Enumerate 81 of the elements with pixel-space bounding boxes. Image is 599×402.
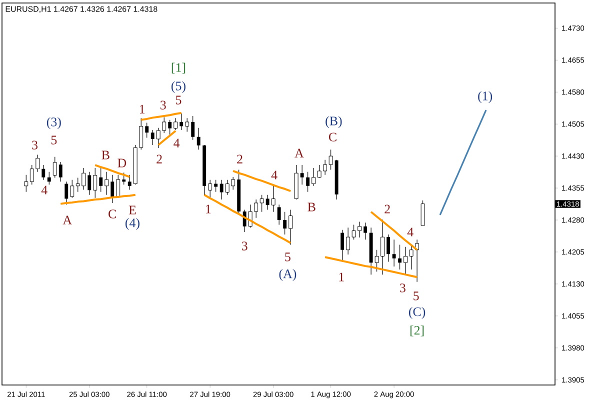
- annotation: 1: [140, 104, 145, 114]
- candlestick: [42, 164, 46, 180]
- annotation: 2: [156, 154, 162, 164]
- candlestick: [110, 174, 114, 204]
- annotation: 4: [407, 228, 414, 236]
- candlestick: [208, 180, 212, 198]
- line-series: [232, 170, 292, 192]
- annotation: (4): [126, 218, 140, 230]
- line-series: [439, 109, 487, 216]
- annotation: 3: [400, 284, 406, 292]
- candlestick: [191, 116, 195, 140]
- annotation: 2: [237, 154, 242, 164]
- annotation: 2: [384, 204, 390, 214]
- candlestick: [64, 181, 68, 205]
- candlestick: [99, 166, 103, 192]
- candlestick: [47, 172, 51, 185]
- candlestick: [260, 194, 264, 212]
- annotation: 5: [285, 252, 290, 262]
- candlestick: [88, 172, 92, 196]
- annotation: (3): [46, 117, 61, 129]
- annotation: 4: [41, 186, 48, 194]
- annotation: C: [328, 132, 336, 142]
- candlestick: [70, 180, 74, 198]
- candlestick: [93, 168, 98, 198]
- candlestick: [300, 164, 304, 185]
- candlestick: [271, 184, 276, 212]
- annotation: 4: [174, 138, 180, 148]
- candlestick: [24, 174, 28, 192]
- annotation: (A): [279, 269, 296, 281]
- annotation: A: [294, 148, 304, 158]
- annotation: 4: [271, 170, 278, 180]
- candlestick: [386, 234, 390, 262]
- candlestick: [277, 204, 281, 225]
- candlestick: [364, 222, 368, 240]
- candlestick: [196, 128, 200, 150]
- annotation: 3: [242, 242, 248, 250]
- annotation: 5: [51, 136, 57, 144]
- candlestick: [168, 120, 172, 136]
- annotation: [1]: [172, 62, 186, 74]
- annotation: [2]: [410, 326, 424, 336]
- candlestick: [346, 227, 350, 255]
- annotation: (1): [478, 91, 492, 103]
- annotation: C: [108, 210, 116, 218]
- annotation: 5: [414, 292, 419, 300]
- annotation: A: [62, 216, 72, 224]
- annotation: 1: [339, 272, 344, 282]
- candlestick: [312, 168, 316, 186]
- candlestick: [306, 172, 310, 192]
- annotation: E: [128, 206, 136, 214]
- candlestick: [122, 172, 126, 185]
- annotation: B: [308, 202, 316, 212]
- candlestick: [180, 112, 184, 130]
- candlestick: [214, 180, 218, 192]
- annotation: B: [102, 150, 110, 160]
- candlestick: [128, 174, 132, 190]
- annotation: (C): [408, 307, 426, 319]
- candlestick: [185, 118, 190, 132]
- candlestick: [150, 130, 154, 146]
- annotation: 1: [206, 204, 211, 214]
- line-series: [140, 112, 182, 121]
- candlestick: [404, 246, 408, 275]
- annotation: (5): [171, 81, 186, 93]
- candlestick: [398, 244, 402, 270]
- candlestick: [58, 162, 62, 182]
- candlestick: [340, 230, 344, 262]
- candlestick: [174, 118, 178, 130]
- candlestick: [283, 212, 287, 235]
- annotation: (B): [326, 116, 342, 128]
- candlestick: [104, 172, 109, 196]
- annotation: 3: [32, 140, 38, 150]
- annotation: 3: [160, 100, 166, 110]
- annotation: 5: [176, 96, 182, 104]
- candlestick: [288, 209, 293, 246]
- candlestick: [220, 180, 224, 200]
- candlestick: [420, 200, 425, 226]
- candlestick: [328, 149, 333, 170]
- candlestick: [266, 194, 270, 210]
- candlestick: [145, 122, 149, 138]
- candlestick: [392, 239, 396, 267]
- candlestick: [52, 156, 57, 178]
- annotation: D: [118, 158, 126, 168]
